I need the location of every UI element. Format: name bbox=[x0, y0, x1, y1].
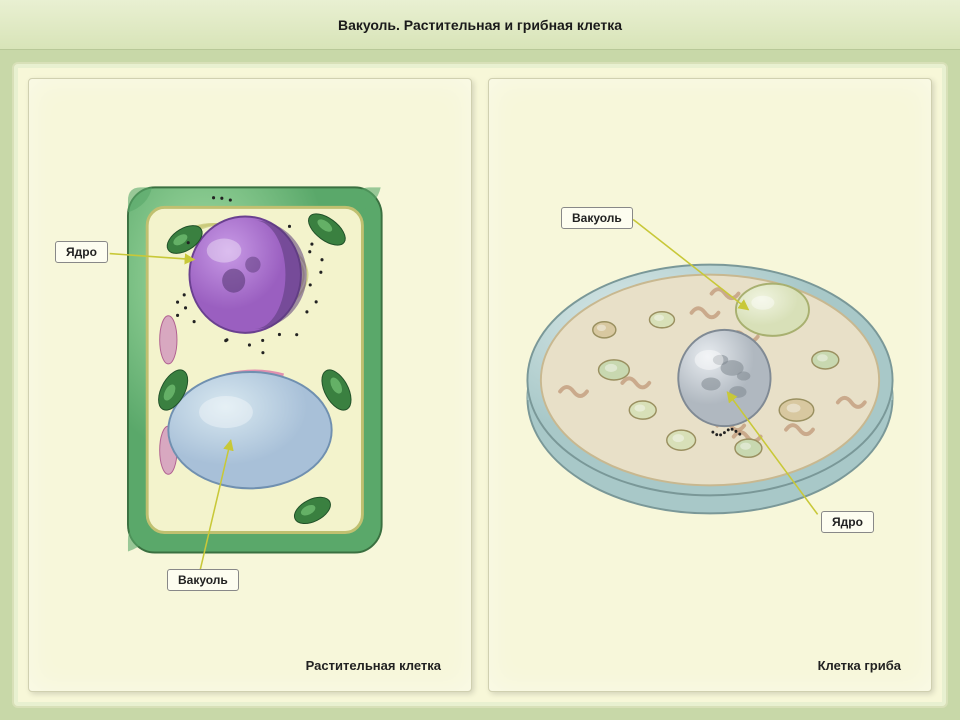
plant-caption: Растительная клетка bbox=[306, 658, 441, 673]
plant-label-vacuole: Вакуоль bbox=[167, 569, 239, 591]
main-area: Ядро Вакуоль Растительная клетка Вакуоль… bbox=[0, 50, 960, 720]
plant-label-nucleus: Ядро bbox=[55, 241, 108, 263]
fungal-cell-svg bbox=[489, 79, 931, 691]
page-title: Вакуоль. Растительная и грибная клетка bbox=[338, 17, 622, 33]
fungal-caption: Клетка гриба bbox=[818, 658, 901, 673]
fungal-cell-panel: Вакуоль Ядро Клетка гриба bbox=[488, 78, 932, 692]
fungal-label-nucleus: Ядро bbox=[821, 511, 874, 533]
page-header: Вакуоль. Растительная и грибная клетка bbox=[0, 0, 960, 50]
fungal-label-vacuole: Вакуоль bbox=[561, 207, 633, 229]
plant-cell-svg bbox=[29, 79, 471, 691]
panels-container: Ядро Вакуоль Растительная клетка Вакуоль… bbox=[12, 62, 948, 708]
plant-cell-panel: Ядро Вакуоль Растительная клетка bbox=[28, 78, 472, 692]
